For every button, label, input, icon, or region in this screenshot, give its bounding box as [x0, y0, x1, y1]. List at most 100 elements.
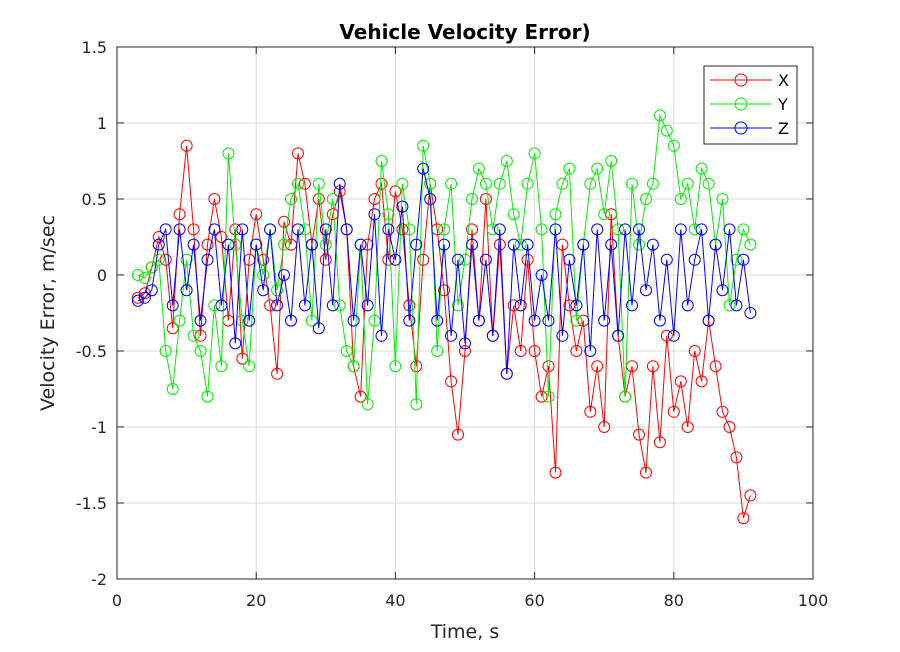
data-point: [431, 345, 444, 357]
y-tick-label: -2: [91, 570, 107, 589]
data-point: [472, 314, 485, 327]
data-point: [688, 345, 701, 357]
data-point: [138, 291, 151, 304]
data-point: [688, 253, 701, 266]
data-point: [479, 177, 492, 190]
data-point: [215, 299, 228, 312]
data-point: [375, 177, 388, 190]
data-point: [542, 314, 555, 327]
data-point: [556, 329, 569, 342]
data-point: [584, 177, 597, 190]
data-point: [445, 177, 458, 190]
data-point: [347, 360, 360, 373]
data-point: [243, 360, 256, 373]
data-point: [459, 345, 471, 357]
x-tick-label: 40: [385, 591, 405, 610]
legend-marker: [734, 73, 748, 87]
data-point: [319, 253, 332, 266]
data-point: [201, 390, 214, 403]
data-point: [292, 147, 304, 160]
data-point: [278, 238, 290, 251]
data-point: [452, 299, 464, 312]
data-point: [542, 390, 555, 403]
data-point: [681, 299, 694, 312]
data-point: [598, 208, 611, 221]
data-point: [222, 238, 235, 251]
data-point: [667, 329, 680, 342]
data-point: [292, 223, 304, 236]
data-point: [570, 299, 583, 312]
legend-item-x: X: [710, 71, 789, 90]
data-point: [180, 253, 193, 266]
data-point: [180, 284, 193, 297]
data-point: [723, 421, 736, 433]
data-point: [452, 428, 464, 441]
data-point: [131, 291, 144, 304]
data-point: [208, 193, 221, 205]
data-point: [633, 238, 645, 251]
ticks: 0 20 40 60 80 100 -2 -1.5 -1 -0.5 0 0.5 1 1.5: [76, 38, 828, 610]
data-point: [640, 284, 652, 297]
data-point: [626, 177, 638, 190]
data-point: [730, 253, 743, 266]
data-point: [403, 314, 416, 327]
data-point: [619, 390, 632, 403]
data-point: [521, 177, 534, 190]
data-point: [653, 314, 666, 327]
data-point: [702, 177, 715, 190]
data-point: [396, 200, 409, 213]
series-y: [131, 109, 757, 411]
data-point: [201, 238, 214, 251]
data-point: [257, 284, 270, 297]
data-point: [208, 299, 221, 312]
data-point: [646, 238, 659, 251]
data-point: [514, 345, 527, 357]
data-point: [431, 314, 444, 327]
data-point: [173, 223, 186, 236]
data-point: [424, 177, 437, 190]
data-point: [264, 299, 277, 312]
data-point: [744, 307, 757, 319]
data-point: [166, 383, 179, 395]
data-point: [507, 208, 520, 221]
data-point: [681, 177, 694, 190]
data-point: [145, 261, 158, 274]
x-axis-label: Time, s: [430, 621, 499, 643]
y-tick-label: -1: [91, 418, 107, 437]
data-point: [187, 238, 200, 251]
data-point: [716, 193, 729, 205]
data-point: [389, 253, 402, 266]
data-point: [660, 124, 673, 137]
data-point: [528, 345, 541, 357]
data-point: [605, 238, 618, 251]
data-point: [452, 253, 464, 266]
data-point: [285, 193, 297, 205]
data-point: [612, 329, 625, 342]
data-point: [535, 223, 548, 236]
data-point: [737, 253, 750, 266]
data-point: [305, 238, 318, 251]
data-point: [312, 177, 325, 190]
data-point: [577, 238, 590, 251]
data-point: [667, 139, 680, 152]
data-point: [312, 322, 325, 335]
y-tick-label: 0.5: [82, 190, 107, 209]
data-point: [695, 375, 708, 388]
data-point: [528, 314, 541, 327]
data-point: [730, 451, 743, 464]
data-point: [403, 299, 416, 312]
data-point: [493, 223, 506, 236]
data-point: [243, 314, 256, 327]
data-point: [271, 284, 284, 297]
data-point: [166, 299, 179, 312]
data-point: [361, 238, 374, 251]
data-point: [131, 269, 144, 281]
series-layer: [131, 109, 757, 525]
data-point: [605, 155, 618, 167]
data-point: [326, 299, 339, 312]
legend-label: Y: [777, 95, 788, 114]
data-point: [556, 177, 569, 190]
data-point: [507, 299, 520, 312]
y-tick-label: 1: [97, 114, 107, 133]
data-point: [257, 253, 270, 266]
